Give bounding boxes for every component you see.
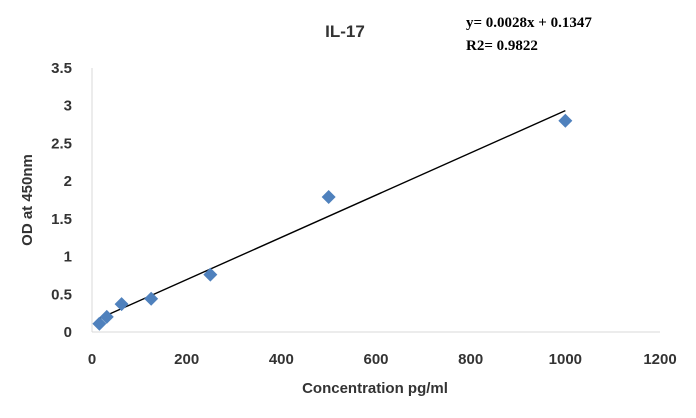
data-points	[92, 113, 573, 331]
y-tick-label: 3.5	[51, 60, 72, 77]
data-point-marker	[99, 309, 114, 324]
data-point-marker	[558, 113, 573, 128]
y-tick-label: 3	[64, 98, 72, 115]
x-tick-label: 400	[269, 351, 294, 368]
y-tick-label: 0	[64, 324, 72, 341]
x-axis-label: Concentration pg/ml	[302, 380, 448, 397]
x-tick-labels: 0 200 400 600 800 1000 1200	[88, 351, 677, 368]
x-tick-label: 200	[174, 351, 199, 368]
data-point-marker	[92, 316, 107, 331]
data-point-marker	[321, 189, 336, 204]
y-tick-label: 1	[64, 249, 72, 266]
data-point-marker	[203, 267, 218, 282]
r-squared-value: R2= 0.9822	[466, 38, 538, 54]
trendline-equation: y= 0.0028x + 0.1347	[466, 15, 592, 31]
x-tick-label: 600	[363, 351, 388, 368]
data-point-marker	[114, 297, 129, 312]
x-tick-label: 0	[88, 351, 96, 368]
chart-title: IL-17	[325, 22, 365, 41]
y-tick-labels: 0 0.5 1 1.5 2 2.5 3 3.5	[51, 60, 72, 341]
y-tick-label: 2.5	[51, 135, 72, 152]
data-point-marker	[144, 291, 159, 306]
x-tick-label: 1000	[549, 351, 582, 368]
y-tick-label: 2	[64, 173, 72, 190]
y-tick-label: 1.5	[51, 211, 72, 228]
x-tick-label: 1200	[643, 351, 676, 368]
linear-trendline	[99, 110, 566, 320]
x-tick-label: 800	[458, 351, 483, 368]
y-axis-label: OD at 450nm	[19, 154, 36, 246]
y-tick-label: 0.5	[51, 286, 72, 303]
